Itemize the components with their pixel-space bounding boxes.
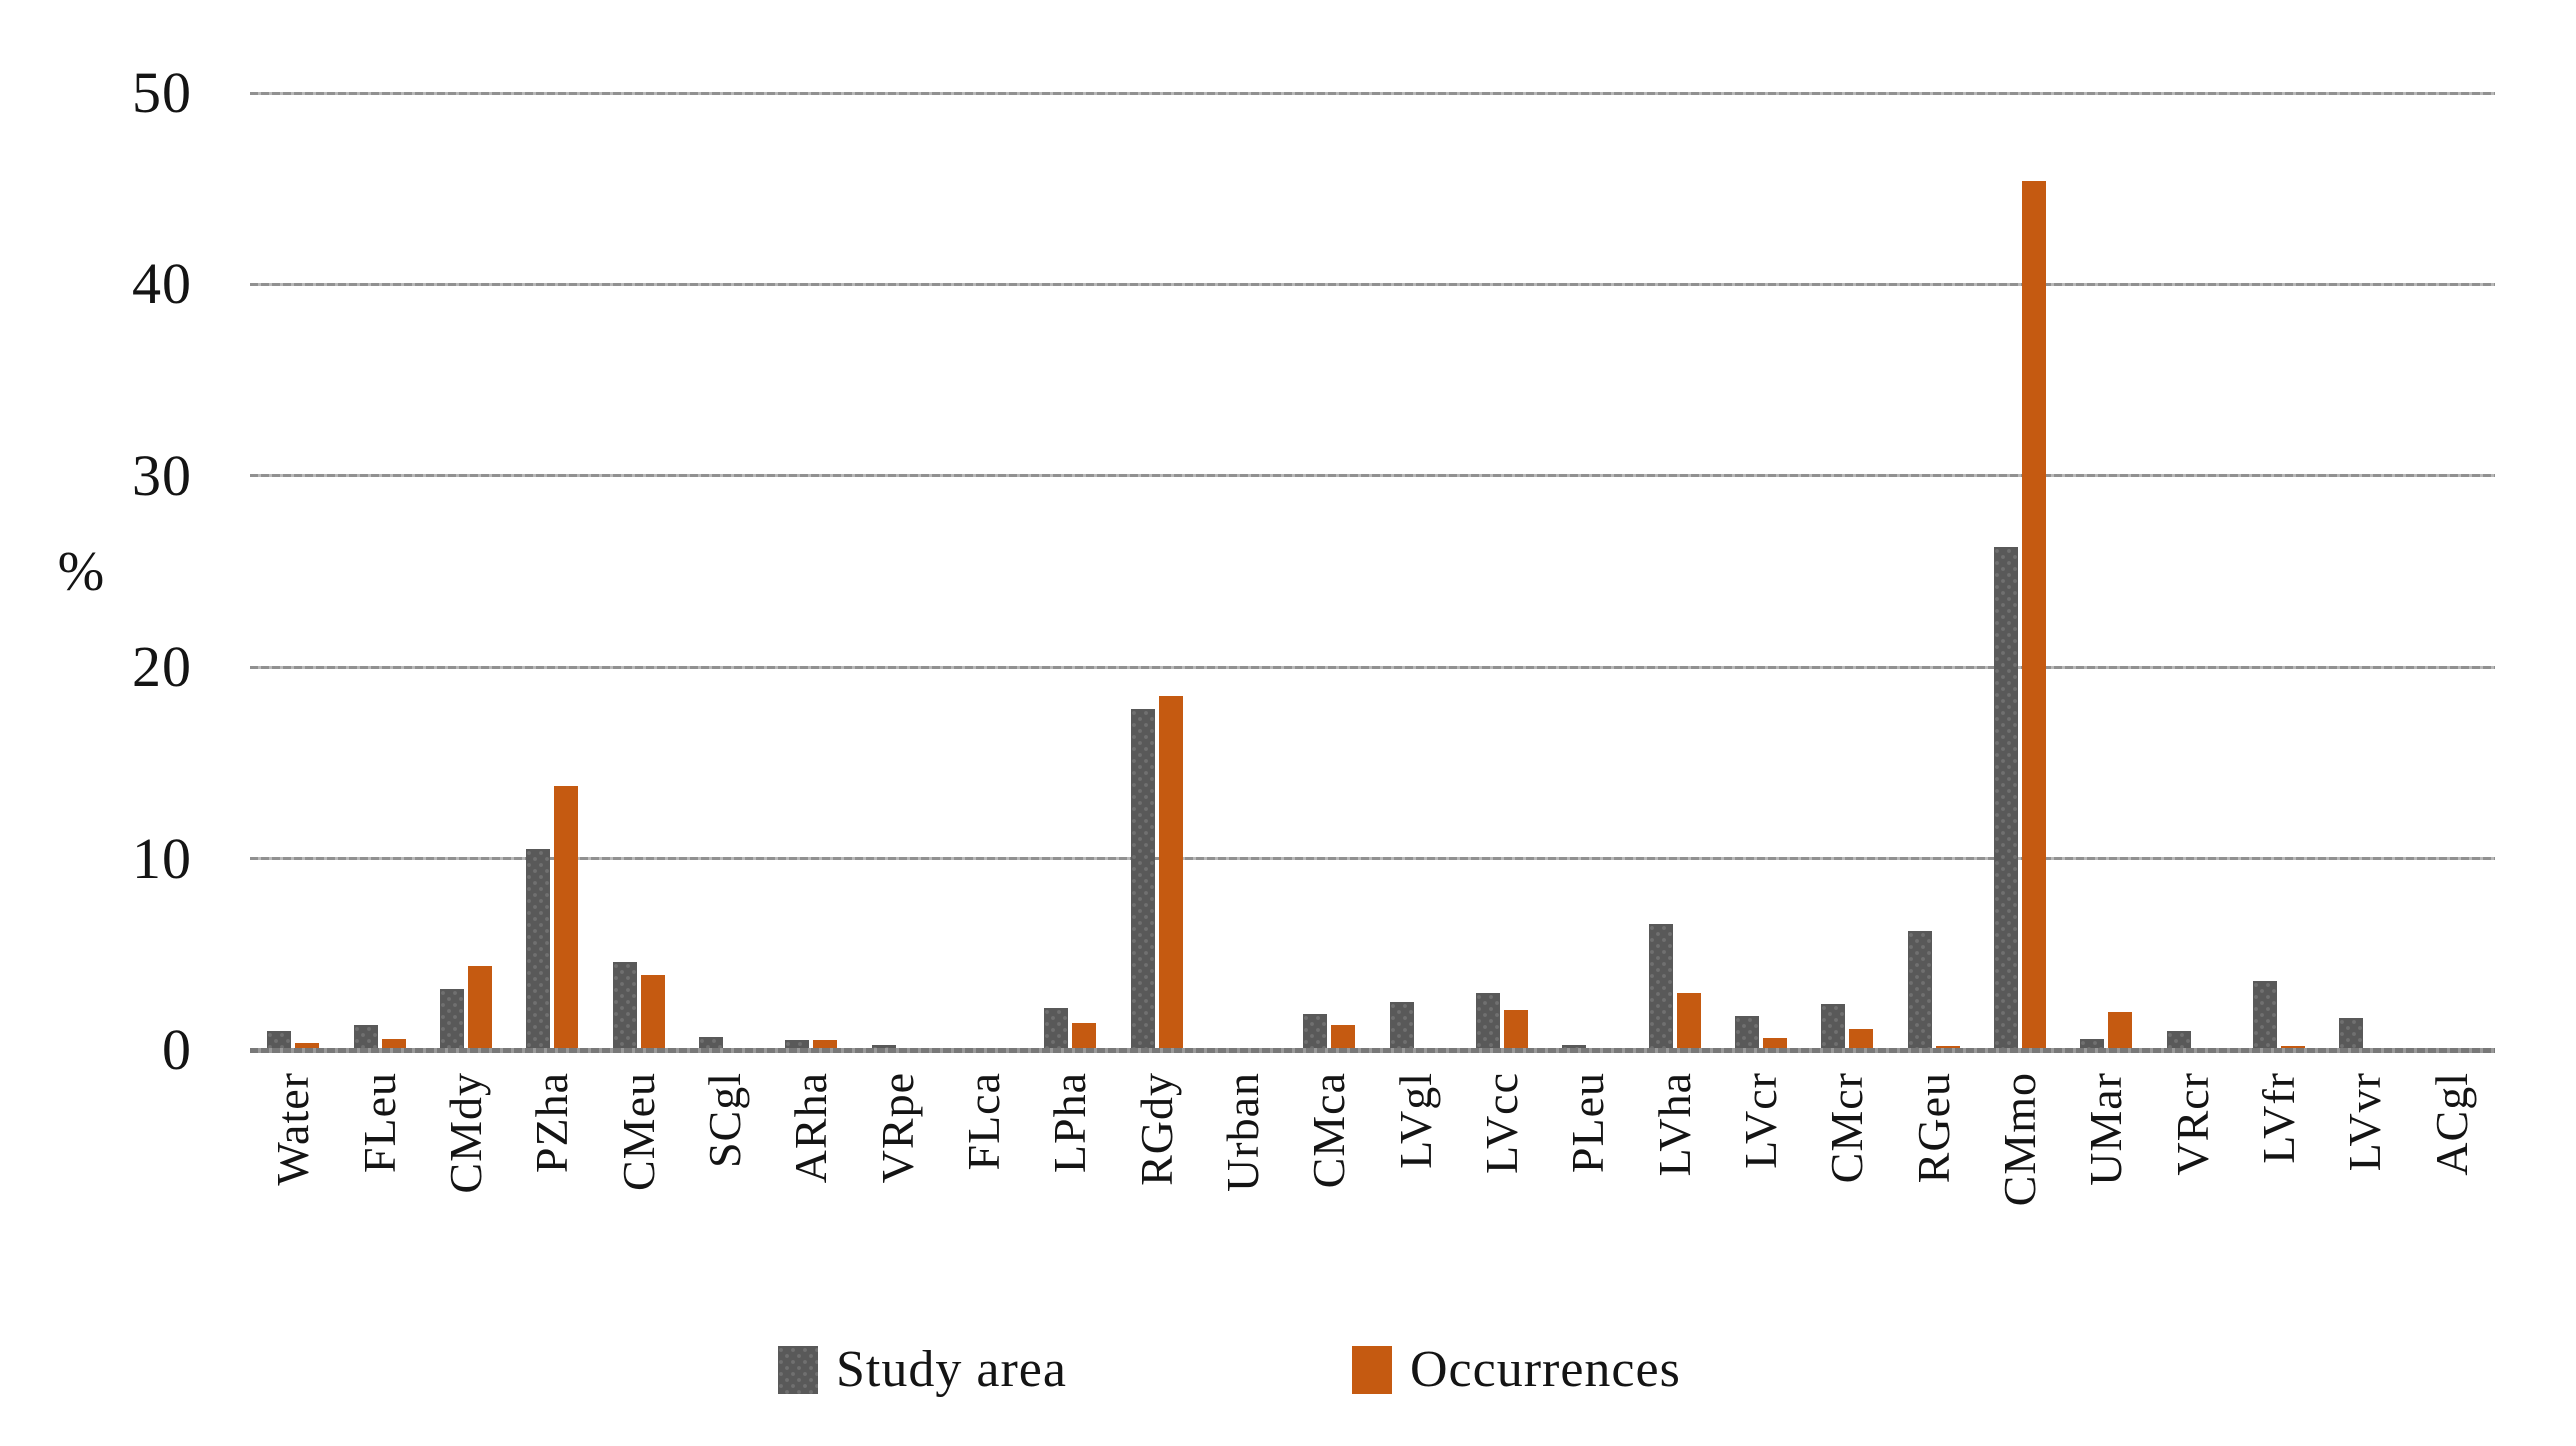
bar-study-area: [871, 1045, 896, 1050]
bar-study-area: [1389, 1002, 1414, 1050]
x-axis-label: Urban: [1216, 1072, 1268, 1192]
x-axis-label: LPha: [1044, 1072, 1096, 1174]
bar-study-area: [1562, 1045, 1587, 1050]
bar-occurrences: [1072, 1023, 1097, 1050]
bar-occurrences: [813, 1040, 838, 1050]
x-axis-label: CMmo: [1994, 1072, 2046, 1207]
x-axis-label: ARha: [785, 1072, 837, 1184]
bar-occurrences: [1676, 992, 1701, 1050]
bar-study-area: [2339, 1018, 2364, 1050]
x-axis-label: CMca: [1303, 1072, 1355, 1189]
bar-study-area: [1476, 992, 1501, 1050]
bar-occurrences: [1763, 1037, 1788, 1050]
bar-study-area: [785, 1040, 810, 1050]
occurrences-swatch-icon: [1352, 1345, 1392, 1394]
bar-study-area: [1044, 1007, 1069, 1050]
x-axis-label: LVcc: [1476, 1072, 1528, 1174]
grid-line: [250, 91, 2495, 95]
bar-occurrences: [2108, 1011, 2133, 1050]
bar-study-area: [1821, 1004, 1846, 1050]
x-axis-label: LVvr: [2339, 1072, 2391, 1172]
bar-study-area: [2253, 981, 2278, 1050]
bar-occurrences: [1331, 1025, 1356, 1050]
bar-study-area: [1994, 546, 2019, 1050]
y-tick-label: 0: [162, 1017, 192, 1082]
x-axis-label: UMar: [2080, 1072, 2132, 1186]
x-axis-label: PLeu: [1562, 1072, 1614, 1174]
x-axis-label: Water: [267, 1072, 319, 1186]
grid-line: [250, 282, 2495, 286]
x-axis-label: SCgl: [698, 1072, 750, 1169]
bar-study-area: [1735, 1015, 1760, 1050]
x-axis-label: LVcr: [1735, 1072, 1787, 1169]
x-axis-label: FLeu: [353, 1072, 405, 1174]
y-tick-label: 10: [132, 825, 192, 891]
bar-occurrences: [1849, 1028, 1874, 1050]
grid-line: [250, 857, 2495, 861]
bar-study-area: [1648, 923, 1673, 1050]
x-axis-label: RGeu: [1907, 1072, 1959, 1184]
legend-item-occurrences: Occurrences: [1352, 1340, 1681, 1399]
y-tick-label: 50: [132, 60, 192, 125]
bar-occurrences: [640, 975, 665, 1050]
x-axis-label: FLca: [957, 1072, 1009, 1171]
bar-study-area: [439, 988, 464, 1050]
bar-study-area: [267, 1030, 292, 1050]
x-axis-label: CMeu: [612, 1072, 664, 1191]
legend: Study area Occurrences: [0, 1340, 2576, 1420]
bar-study-area: [1907, 931, 1932, 1050]
bar-study-area: [698, 1036, 723, 1050]
bar-study-area: [1303, 1013, 1328, 1050]
x-axis-label: VRpe: [871, 1072, 923, 1184]
x-axis-label: VRcr: [2166, 1072, 2218, 1176]
bar-occurrences: [1504, 1009, 1529, 1050]
bar-occurrences: [554, 785, 579, 1050]
grid-line: [250, 665, 2495, 669]
bar-occurrences: [467, 965, 492, 1050]
legend-label: Study area: [836, 1341, 1067, 1398]
legend-label: Occurrences: [1410, 1341, 1681, 1398]
x-axis-label: LVfr: [2253, 1072, 2305, 1164]
x-axis-label: LVgl: [1389, 1072, 1441, 1169]
x-axis-line: [250, 1048, 2495, 1053]
y-axis-title: %: [57, 541, 105, 603]
bar-study-area: [526, 849, 551, 1050]
study-area-swatch-icon: [778, 1345, 818, 1394]
bar-study-area: [353, 1025, 378, 1050]
bar-occurrences: [381, 1038, 406, 1050]
x-axis-label: CMdy: [439, 1072, 491, 1194]
legend-item-study-area: Study area: [778, 1340, 1067, 1399]
bar-study-area: [2166, 1030, 2191, 1050]
y-tick-label: 20: [132, 634, 192, 700]
bar-occurrences: [2022, 181, 2047, 1050]
x-axis-label: CMcr: [1821, 1072, 1873, 1184]
x-axis-label: PZha: [526, 1072, 578, 1174]
bar-occurrences: [1158, 695, 1183, 1050]
y-tick-label: 30: [132, 442, 192, 508]
x-axis-label: LVha: [1648, 1072, 1700, 1177]
y-tick-label: 40: [132, 251, 192, 317]
bar-occurrences: [295, 1043, 320, 1050]
bar-study-area: [612, 961, 637, 1050]
bar-study-area: [1130, 709, 1155, 1050]
grid-line: [250, 474, 2495, 478]
x-axis-label: ACgl: [2425, 1072, 2477, 1176]
bar-study-area: [2080, 1038, 2105, 1050]
x-axis-label: RGdy: [1130, 1072, 1182, 1186]
